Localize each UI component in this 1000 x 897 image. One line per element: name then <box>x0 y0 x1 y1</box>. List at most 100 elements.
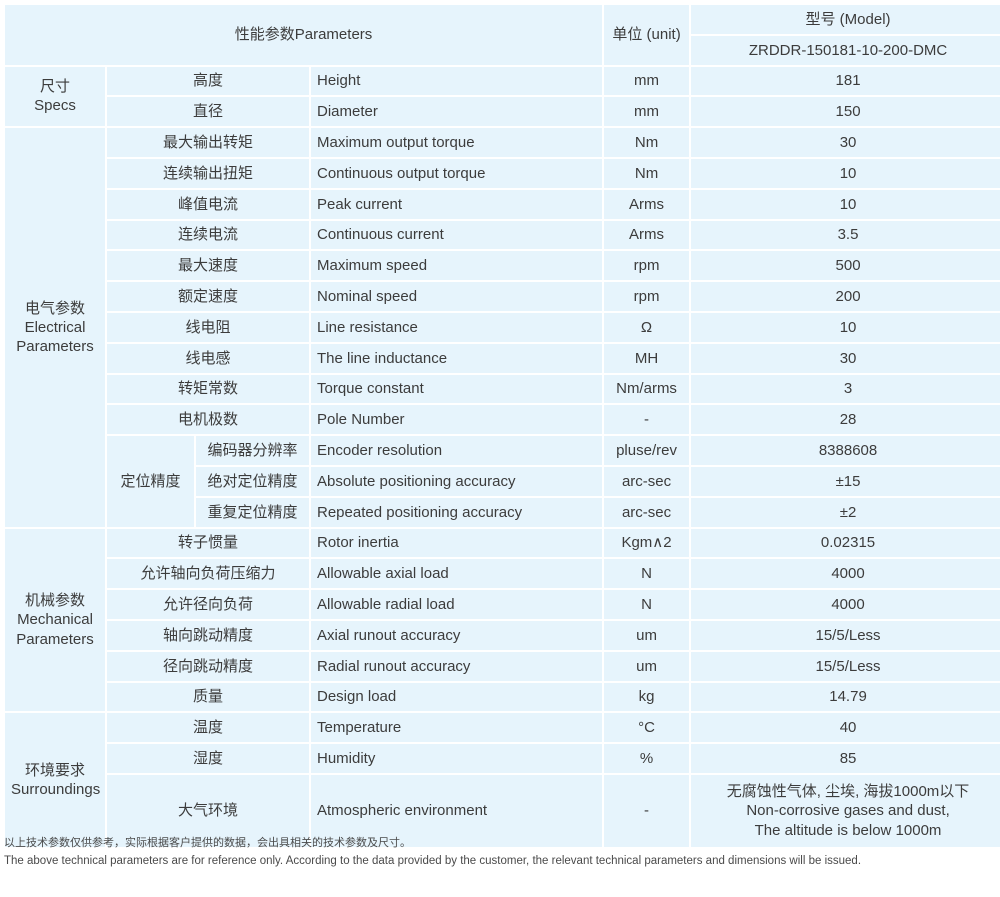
row-label-cn: 最大输出转矩 <box>107 128 309 157</box>
row-label-cn: 直径 <box>107 97 309 127</box>
specification-table: 性能参数Parameters 单位 (unit) 型号 (Model) ZRDD… <box>3 3 1000 849</box>
table-row: 重复定位精度 Repeated positioning accuracy arc… <box>5 497 1000 527</box>
row-value: 0.02315 <box>691 528 1000 558</box>
row-label-en: Absolute positioning accuracy <box>311 466 603 496</box>
row-unit: mm <box>604 97 690 127</box>
table-row: 轴向跳动精度 Axial runout accuracy um 15/5/Les… <box>5 620 1000 650</box>
row-value: 40 <box>691 713 1000 743</box>
row-unit: rpm <box>604 282 690 311</box>
table-row: 连续输出扭矩 Continuous output torque Nm 10 <box>5 158 1000 188</box>
row-unit: Arms <box>604 189 690 219</box>
row-label-en: Encoder resolution <box>311 436 603 465</box>
row-label-en: Radial runout accuracy <box>311 651 603 681</box>
row-value: 3.5 <box>691 220 1000 250</box>
row-label-en: Axial runout accuracy <box>311 620 603 650</box>
row-unit: % <box>604 744 690 773</box>
row-label-cn: 高度 <box>107 66 309 96</box>
table-row: 连续电流 Continuous current Arms 3.5 <box>5 220 1000 250</box>
row-unit: pluse/rev <box>604 436 690 465</box>
row-label-cn: 连续电流 <box>107 220 309 250</box>
row-label-en: Allowable axial load <box>311 559 603 589</box>
row-label-en: Line resistance <box>311 312 603 342</box>
table-row: 尺寸 Specs 高度 Height mm 181 <box>5 66 1000 127</box>
table-row: 定位精度 编码器分辨率 Encoder resolution pluse/rev… <box>5 436 1000 527</box>
header-model-value: ZRDDR-150181-10-200-DMC <box>691 35 1000 65</box>
row-value: 8388608 <box>691 436 1000 465</box>
row-label-cn: 峰值电流 <box>107 189 309 219</box>
row-label-en: Continuous output torque <box>311 158 603 188</box>
row-label-en: Maximum speed <box>311 251 603 281</box>
row-value: 10 <box>691 189 1000 219</box>
row-label-en: Allowable radial load <box>311 590 603 619</box>
table-row: 线电阻 Line resistance Ω 10 <box>5 312 1000 342</box>
table-row: 直径 Diameter mm 150 <box>5 97 1000 127</box>
footer-note-en: The above technical parameters are for r… <box>4 855 862 868</box>
row-label-cn: 重复定位精度 <box>196 497 309 527</box>
row-unit: um <box>604 620 690 650</box>
row-value: 15/5/Less <box>691 620 1000 650</box>
table-row: 大气环境 Atmospheric environment - 无腐蚀性气体, 尘… <box>5 774 1000 847</box>
row-label-en: The line inductance <box>311 343 603 373</box>
row-unit: Nm <box>604 158 690 188</box>
row-label-cn: 径向跳动精度 <box>107 651 309 681</box>
row-label-cn: 湿度 <box>107 744 309 773</box>
footer-note: 以上技术参数仅供参考，实际根据客户提供的数据，会出具相关的技术参数及尺寸。 Th… <box>4 835 984 871</box>
row-label-en: Continuous current <box>311 220 603 250</box>
row-value: 15/5/Less <box>691 651 1000 681</box>
row-unit: um <box>604 651 690 681</box>
row-label-en: Humidity <box>311 744 603 773</box>
row-label-en: Rotor inertia <box>311 528 603 558</box>
row-value: 无腐蚀性气体, 尘埃, 海拔1000m以下 Non-corrosive gases… <box>691 774 1000 847</box>
row-label-cn: 转矩常数 <box>107 374 309 404</box>
row-label-cn: 转子惯量 <box>107 528 309 558</box>
table-header-model-row: ZRDDR-150181-10-200-DMC <box>5 35 1000 65</box>
specification-sheet: 性能参数Parameters 单位 (unit) 型号 (Model) ZRDD… <box>0 3 1000 897</box>
row-unit: rpm <box>604 251 690 281</box>
row-unit: - <box>604 774 690 847</box>
row-label-en: Torque constant <box>311 374 603 404</box>
category-electrical: 电气参数 Electrical Parameters <box>5 128 105 527</box>
table-row: 线电感 The line inductance MH 30 <box>5 343 1000 373</box>
row-value: 200 <box>691 282 1000 311</box>
row-value: ±15 <box>691 466 1000 496</box>
table-row: 额定速度 Nominal speed rpm 200 <box>5 282 1000 311</box>
row-unit: °C <box>604 713 690 743</box>
header-unit: 单位 (unit) <box>604 5 690 65</box>
table-row: 转矩常数 Torque constant Nm/arms 3 <box>5 374 1000 404</box>
row-label-cn: 额定速度 <box>107 282 309 311</box>
row-label-en: Maximum output torque <box>311 128 603 157</box>
row-value: 500 <box>691 251 1000 281</box>
table-row: 允许轴向负荷压缩力 Allowable axial load N 4000 <box>5 559 1000 589</box>
row-value: 4000 <box>691 559 1000 589</box>
table-row: 绝对定位精度 Absolute positioning accuracy arc… <box>5 466 1000 496</box>
header-parameters: 性能参数Parameters <box>5 5 603 65</box>
row-value: 10 <box>691 158 1000 188</box>
row-label-cn: 大气环境 <box>107 774 309 847</box>
table-row: 允许径向负荷 Allowable radial load N 4000 <box>5 590 1000 619</box>
subgroup-positioning-accuracy: 定位精度 <box>107 436 194 527</box>
row-label-cn: 线电感 <box>107 343 309 373</box>
row-unit: Ω <box>604 312 690 342</box>
footer-note-cn: 以上技术参数仅供参考，实际根据客户提供的数据，会出具相关的技术参数及尺寸。 <box>4 836 411 849</box>
row-label-cn: 最大速度 <box>107 251 309 281</box>
row-label-cn: 电机极数 <box>107 405 309 435</box>
table-row: 峰值电流 Peak current Arms 10 <box>5 189 1000 219</box>
category-mechanical: 机械参数 Mechanical Parameters <box>5 528 105 712</box>
row-label-en: Repeated positioning accuracy <box>311 497 603 527</box>
row-value: 28 <box>691 405 1000 435</box>
row-label-cn: 轴向跳动精度 <box>107 620 309 650</box>
row-label-en: Diameter <box>311 97 603 127</box>
row-unit: MH <box>604 343 690 373</box>
category-specs: 尺寸 Specs <box>5 66 105 127</box>
row-unit: Arms <box>604 220 690 250</box>
row-label-cn: 质量 <box>107 682 309 712</box>
row-label-en: Nominal speed <box>311 282 603 311</box>
row-unit: - <box>604 405 690 435</box>
row-value: 14.79 <box>691 682 1000 712</box>
row-label-cn: 允许径向负荷 <box>107 590 309 619</box>
table-row: 电机极数 Pole Number - 28 <box>5 405 1000 435</box>
row-value: 30 <box>691 343 1000 373</box>
row-value: 150 <box>691 97 1000 127</box>
row-unit: N <box>604 559 690 589</box>
row-label-en: Temperature <box>311 713 603 743</box>
